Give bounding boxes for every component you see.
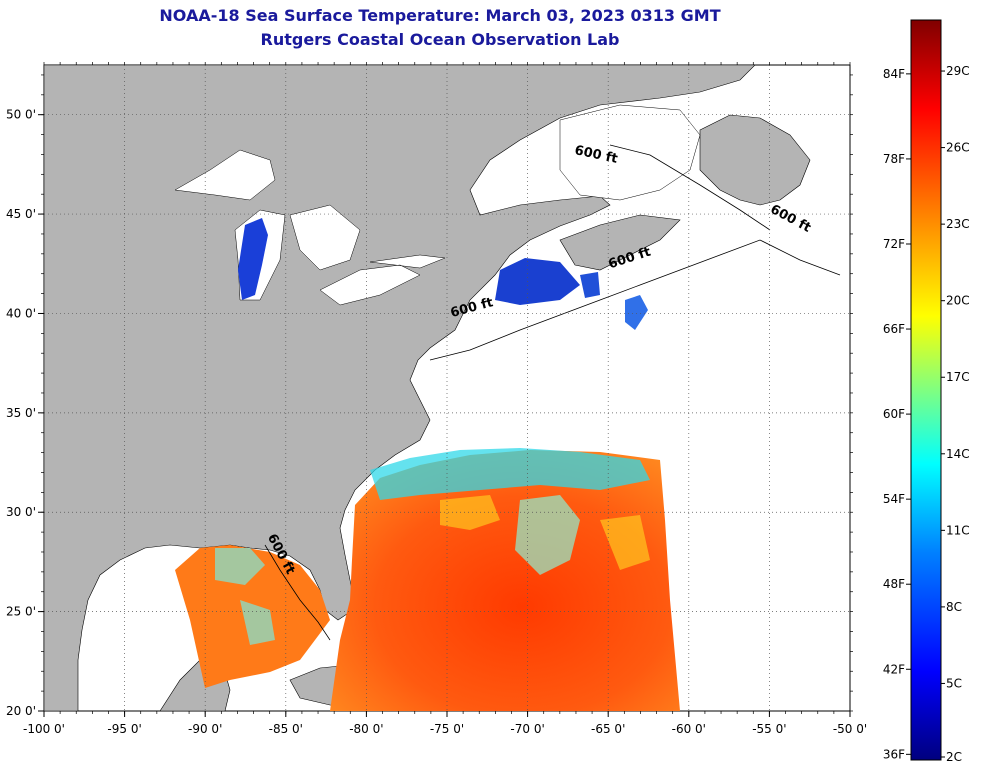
gulf-st-lawrence (559, 104, 701, 201)
colorbar-f-label: 78F (883, 152, 905, 166)
colorbar-celsius-labels: 29C 26C 23C 20C 17C 14C 11C 8C 5C 2C (941, 64, 970, 764)
y-tick-label: 35 0' (6, 406, 36, 420)
x-tick-label: -50 0' (833, 722, 867, 736)
colorbar-f-label: 54F (883, 492, 905, 506)
colorbar-c-label: 14C (946, 447, 970, 461)
sst-yellow-patch (440, 495, 650, 570)
x-tick-label: -60 0' (672, 722, 706, 736)
x-tick-label: -65 0' (591, 722, 625, 736)
colorbar-c-label: 29C (946, 64, 970, 78)
contour-600ft-line (429, 239, 841, 361)
lake-michigan-sst (238, 218, 268, 300)
colorbar-fahrenheit-labels: 84F 78F 72F 66F 60F 54F 48F 42F 36F (883, 67, 911, 761)
x-tick-label: -90 0' (188, 722, 222, 736)
sst-swath (330, 450, 680, 711)
land-nova-scotia (559, 214, 681, 271)
map-subtitle: Rutgers Coastal Ocean Observation Lab (260, 30, 620, 49)
colorbar-f-label: 48F (883, 577, 905, 591)
colorbar-c-label: 2C (946, 750, 962, 764)
y-axis: 20 0' 25 0' 30 0' 35 0' 40 0' 45 0' 50 0' (6, 74, 853, 718)
colorbar-f-label: 66F (883, 322, 905, 336)
x-tick-label: -75 0' (430, 722, 464, 736)
y-tick-label: 20 0' (6, 704, 36, 718)
y-tick-label: 45 0' (6, 207, 36, 221)
land-north-america (44, 65, 756, 711)
x-tick-label: -95 0' (107, 722, 141, 736)
colorbar-f-label: 36F (883, 747, 905, 761)
colorbar (910, 19, 942, 761)
land-newfoundland (699, 114, 811, 206)
colorbar-c-label: 11C (946, 523, 970, 537)
y-tick-label: 50 0' (6, 108, 36, 122)
contour-600ft-line-gulf (264, 544, 331, 641)
map-title: NOAA-18 Sea Surface Temperature: March 0… (159, 6, 721, 25)
x-axis: -100 0' -95 0' -90 0' -85 0' -80 0' -75 0' -70… (23, 62, 867, 736)
colorbar-c-label: 23C (946, 217, 970, 231)
y-tick-label: 30 0' (6, 505, 36, 519)
georges-bank-sst (625, 295, 648, 330)
x-tick-label: -70 0' (510, 722, 544, 736)
sst-gulf-cool (215, 548, 275, 645)
x-tick-label: -55 0' (752, 722, 786, 736)
colorbar-c-label: 5C (946, 676, 962, 690)
colorbar-f-label: 84F (883, 67, 905, 81)
sst-cool-patch (515, 495, 580, 575)
x-tick-label: -80 0' (349, 722, 383, 736)
sst-cool-front (370, 448, 650, 500)
x-tick-label: -100 0' (23, 722, 65, 736)
colorbar-c-label: 26C (946, 141, 970, 155)
colorbar-c-label: 8C (946, 600, 962, 614)
y-tick-label: 40 0' (6, 306, 36, 320)
colorbar-f-label: 60F (883, 407, 905, 421)
colorbar-f-label: 72F (883, 237, 905, 251)
colorbar-f-label: 42F (883, 662, 905, 676)
gulf-maine-sst (495, 258, 580, 305)
x-tick-label: -85 0' (269, 722, 303, 736)
y-tick-label: 25 0' (6, 605, 36, 619)
colorbar-c-label: 20C (946, 294, 970, 308)
colorbar-c-label: 17C (946, 370, 970, 384)
contour-600ft-line-north (609, 144, 771, 231)
bay-fundy-sst (580, 272, 600, 298)
